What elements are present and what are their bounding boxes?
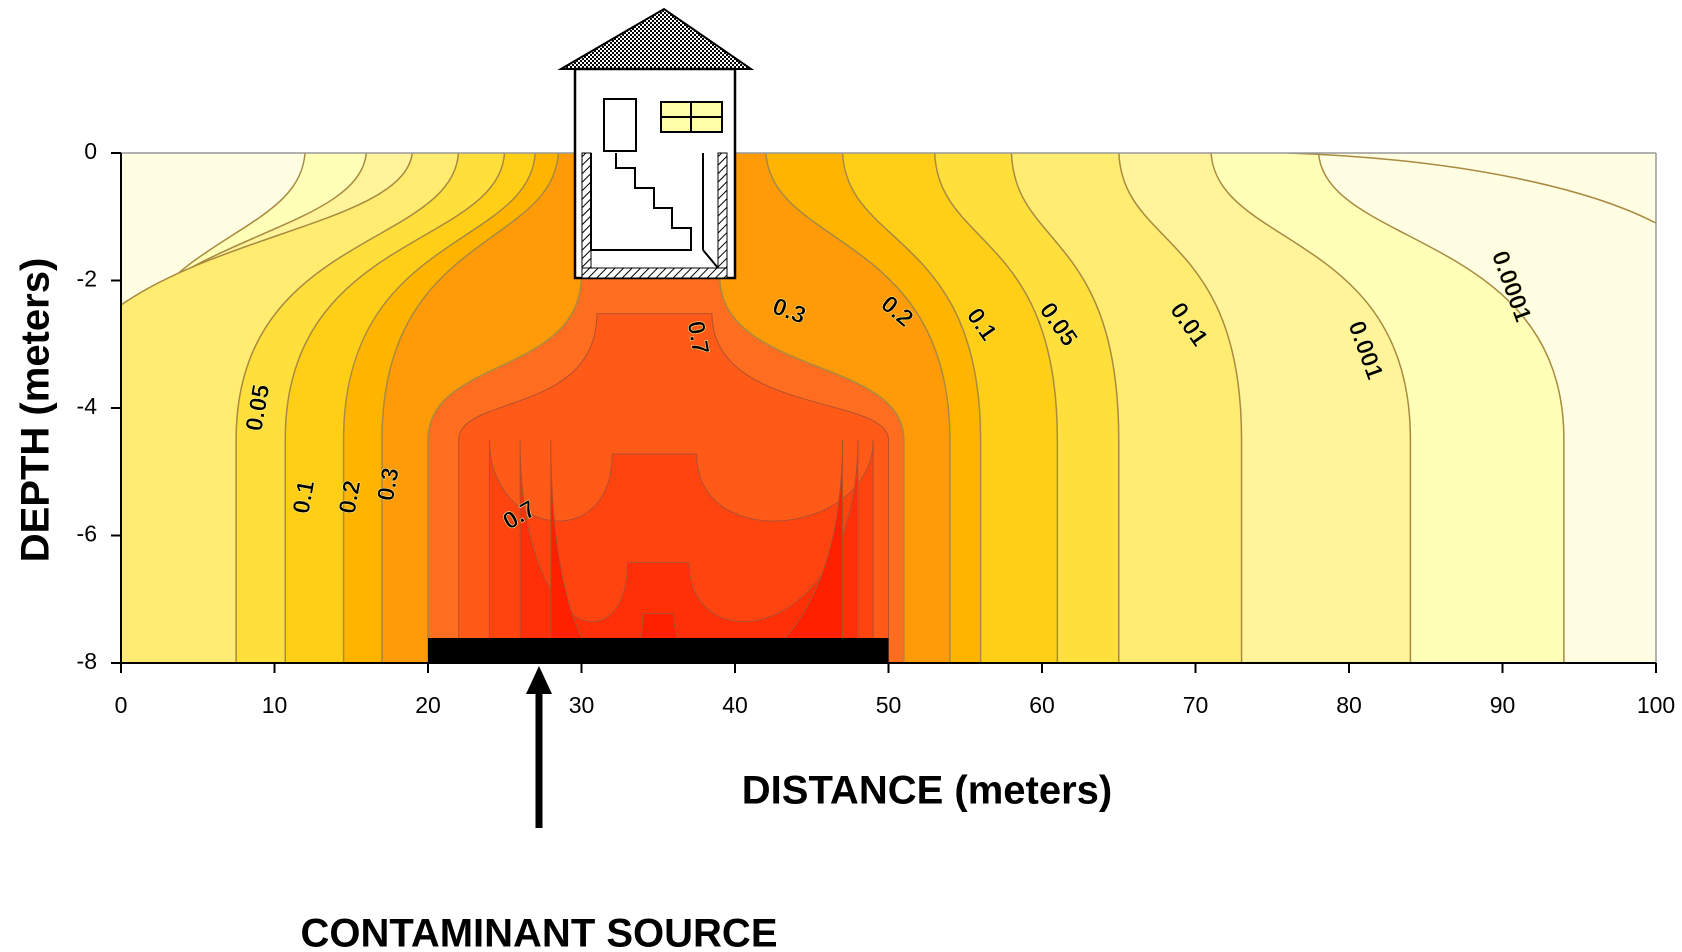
- x-tick-label: 10: [262, 692, 288, 718]
- basement-floor: [582, 268, 727, 278]
- x-tick-label: 40: [722, 692, 748, 718]
- x-tick-label: 0: [115, 692, 128, 718]
- source-annotation: CONTAMINANT SOURCE: [300, 912, 777, 952]
- x-tick-label: 50: [876, 692, 902, 718]
- y-tick-label: -4: [77, 393, 98, 419]
- x-tick-label: 100: [1637, 692, 1675, 718]
- contour-label: 0.7: [682, 319, 714, 357]
- house-icon: [561, 9, 751, 278]
- x-tick-label: 20: [415, 692, 441, 718]
- y-tick-label: -6: [77, 521, 97, 547]
- x-axis-title: DISTANCE (meters): [742, 769, 1112, 813]
- contour-label: 0.1: [288, 478, 320, 516]
- contaminant-source: [428, 638, 889, 663]
- x-tick-label: 90: [1490, 692, 1516, 718]
- chart: 0.70.30.20.10.050.010.0010.00010.050.10.…: [0, 0, 1682, 952]
- house-door: [604, 99, 636, 151]
- y-tick-label: -2: [77, 266, 97, 292]
- y-tick-label: 0: [84, 138, 97, 164]
- basement-wall: [582, 153, 591, 278]
- basement-wall: [718, 153, 727, 278]
- x-tick-label: 60: [1029, 692, 1055, 718]
- y-axis-title: DEPTH (meters): [14, 258, 58, 563]
- x-tick-label: 30: [569, 692, 595, 718]
- source-arrow-head: [526, 666, 552, 694]
- contour-label: 0.3: [372, 466, 404, 504]
- x-tick-label: 80: [1336, 692, 1362, 718]
- x-tick-label: 70: [1183, 692, 1209, 718]
- contour-label: 0.2: [334, 478, 366, 516]
- house-roof: [561, 9, 751, 69]
- y-tick-label: -8: [77, 648, 97, 674]
